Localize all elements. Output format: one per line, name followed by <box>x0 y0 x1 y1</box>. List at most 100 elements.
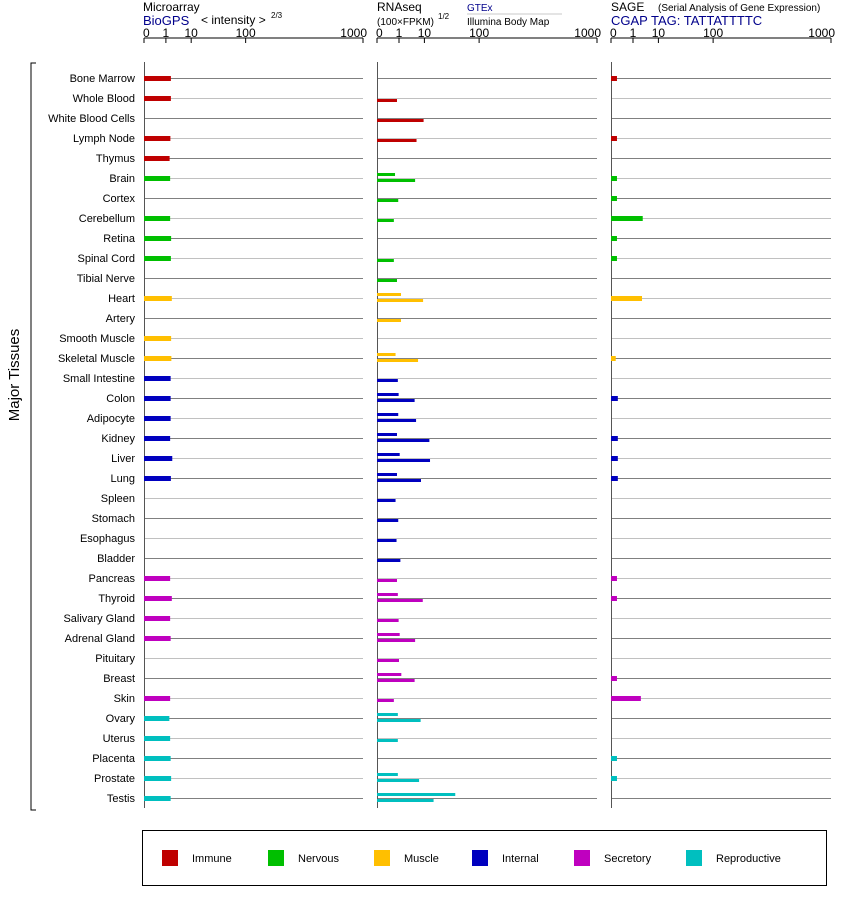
microarray-bar <box>144 576 171 581</box>
sage-bar <box>611 596 617 601</box>
tissue-label: Breast <box>103 673 135 685</box>
rnaseq-scale-exponent: 1/2 <box>438 12 450 21</box>
rnaseq-illumina-bar <box>377 619 399 622</box>
tissue-label: Salivary Gland <box>63 613 135 625</box>
rnaseq-illumina-bar <box>377 599 423 602</box>
rnaseq-illumina-bar <box>377 279 397 282</box>
rnaseq-title: RNAseq <box>377 0 422 14</box>
legend-item-reproductive: Reproductive <box>686 850 781 866</box>
legend-label: Reproductive <box>716 853 781 865</box>
microarray-source: BioGPS <box>143 13 190 28</box>
tissue-label: Adipocyte <box>87 413 135 425</box>
rnaseq-illumina-bar <box>377 579 397 582</box>
tissue-label: Thyroid <box>98 593 135 605</box>
group-label: Major Tissues <box>6 329 23 422</box>
rnaseq-gtex-bar <box>377 793 456 796</box>
microarray-bar <box>144 136 171 141</box>
legend-item-secretory: Secretory <box>574 850 652 866</box>
sage-bar <box>611 436 618 441</box>
microarray-bar <box>144 96 171 101</box>
tissue-label: Heart <box>108 293 135 305</box>
sage-title: SAGE <box>611 0 644 14</box>
rnaseq-gtex-bar <box>377 773 398 776</box>
rnaseq-illumina-bar <box>377 199 399 202</box>
tissue-label: Testis <box>107 793 136 805</box>
microarray-bar <box>144 396 171 401</box>
sage-tick-label: 0 <box>610 26 617 40</box>
sage-tick-label: 1000 <box>808 26 835 40</box>
rnaseq-gtex-bar <box>377 353 396 356</box>
tissue-label: White Blood Cells <box>48 113 135 125</box>
rnaseq-illumina-bar <box>377 179 416 182</box>
rnaseq-gtex-bar <box>377 633 400 636</box>
legend-swatch <box>686 850 702 866</box>
rnaseq-gtex-bar <box>377 593 398 596</box>
tissue-label: Smooth Muscle <box>59 333 135 345</box>
sage-bar <box>611 176 617 181</box>
sage-bar <box>611 696 641 701</box>
expression-bars <box>144 76 643 802</box>
rnaseq-illumina-bar <box>377 379 398 382</box>
microarray-bar <box>144 616 171 621</box>
legend-item-immune: Immune <box>162 850 232 866</box>
tissue-label: Kidney <box>101 433 135 445</box>
tissue-label: Retina <box>103 233 136 245</box>
rnaseq-tick-label: 0 <box>376 26 383 40</box>
tissue-label: Liver <box>111 453 135 465</box>
microarray-scale-label: < intensity > <box>201 13 266 27</box>
rnaseq-source-gtex: GTEx <box>467 3 493 14</box>
tissue-label: Small Intestine <box>63 373 135 385</box>
tissue-label: Brain <box>109 173 135 185</box>
tissue-label: Bladder <box>97 553 135 565</box>
legend-swatch <box>374 850 390 866</box>
microarray-bar <box>144 796 171 801</box>
microarray-bar <box>144 476 171 481</box>
rnaseq-illumina-bar <box>377 459 431 462</box>
rnaseq-tick-label: 100 <box>469 26 489 40</box>
microarray-tick-label: 1 <box>163 26 170 40</box>
microarray-bar <box>144 176 171 181</box>
microarray-bar <box>144 256 171 261</box>
tissue-label: Esophagus <box>80 533 136 545</box>
legend-label: Muscle <box>404 853 439 865</box>
rnaseq-gtex-bar <box>377 393 399 396</box>
rnaseq-illumina-bar <box>377 779 420 782</box>
microarray-title: Microarray <box>143 0 200 14</box>
rnaseq-illumina-bar <box>377 439 430 442</box>
sage-source: CGAP TAG: TATTATTTTC <box>611 13 762 28</box>
tissue-label: Thymus <box>96 153 136 165</box>
rnaseq-gtex-bar <box>377 173 396 176</box>
tissue-label: Bone Marrow <box>70 73 135 85</box>
microarray-bar <box>144 296 172 301</box>
tissue-label: Lymph Node <box>73 133 135 145</box>
rnaseq-illumina-bar <box>377 119 424 122</box>
sage-bar <box>611 356 616 361</box>
legend-swatch <box>574 850 590 866</box>
microarray-bar <box>144 436 171 441</box>
legend-swatch <box>268 850 284 866</box>
tissue-label: Pituitary <box>95 653 135 665</box>
legend-item-nervous: Nervous <box>268 850 339 866</box>
rnaseq-gtex-bar <box>377 293 402 296</box>
legend: Immune Nervous Muscle Internal Secretory Repr… <box>142 830 827 886</box>
rnaseq-illumina-bar <box>377 399 415 402</box>
microarray-bar <box>144 76 171 81</box>
rnaseq-tick-label: 1000 <box>574 26 601 40</box>
microarray-bar <box>144 636 171 641</box>
rnaseq-gtex-bar <box>377 433 397 436</box>
rnaseq-illumina-bar <box>377 679 415 682</box>
legend-label: Immune <box>192 853 232 865</box>
rnaseq-illumina-bar <box>377 539 397 542</box>
tissue-label: Skeletal Muscle <box>58 353 135 365</box>
legend-label: Secretory <box>604 853 652 865</box>
tissue-label: Lung <box>111 473 135 485</box>
microarray-tick-label: 100 <box>236 26 256 40</box>
rnaseq-scale-label: (100×FPKM) <box>377 17 434 28</box>
sage-bar <box>611 236 617 241</box>
rnaseq-gtex-bar <box>377 673 402 676</box>
microarray-bar <box>144 376 171 381</box>
group-bracket: Major Tissues <box>6 62 36 811</box>
microarray-bar <box>144 156 170 161</box>
tissue-label: Skin <box>114 693 135 705</box>
